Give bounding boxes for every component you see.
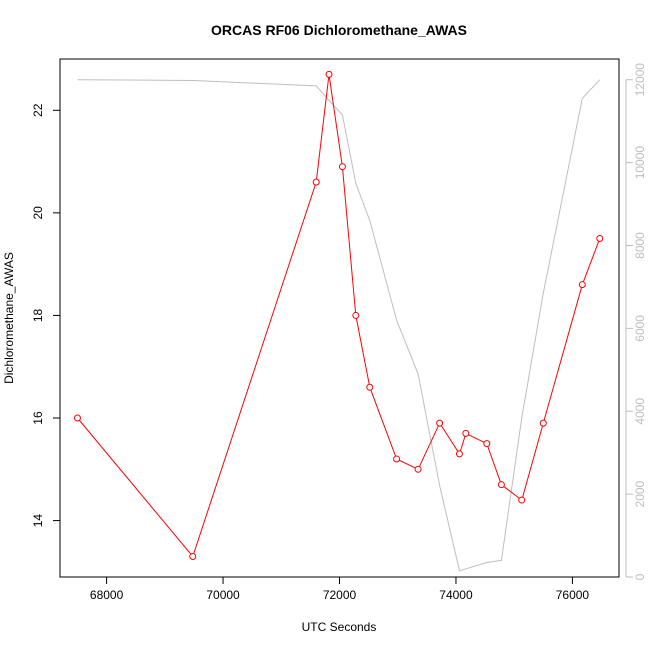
secondary-series-line: [77, 79, 601, 572]
plot-frame: [59, 58, 620, 578]
series-layer: [73, 70, 604, 572]
data-point: [352, 311, 360, 319]
data-point: [366, 383, 374, 391]
y-axis-label: Dichloromethane_AWAS: [2, 252, 16, 384]
data-point: [312, 178, 320, 186]
data-point: [497, 481, 505, 489]
y2-tick-label: 2000: [633, 480, 647, 507]
data-point: [325, 70, 333, 78]
y2-tick-label: 6000: [633, 315, 647, 342]
x-tick-label: 72000: [323, 588, 357, 602]
data-point: [578, 281, 586, 289]
data-point: [596, 235, 604, 243]
data-point: [189, 552, 197, 560]
data-point: [393, 455, 401, 463]
series-line: [77, 74, 601, 558]
data-point: [462, 429, 470, 437]
y2-tick-label: 12000: [633, 63, 647, 97]
data-point: [436, 419, 444, 427]
y-axis-right: 0 2000 4000 6000 8000 10000 12000: [625, 63, 647, 580]
x-tick-label: 76000: [556, 588, 590, 602]
x-tick-label: 74000: [439, 588, 473, 602]
y-axis-left: 14 16 18 20 22: [31, 103, 60, 527]
y2-tick-label: 4000: [633, 398, 647, 425]
y-tick-label: 14: [31, 514, 45, 528]
data-point: [338, 163, 346, 171]
x-tick-label: 70000: [206, 588, 240, 602]
x-axis: 68000 70000 72000 74000 76000: [90, 577, 590, 602]
y2-tick-label: 10000: [633, 146, 647, 180]
data-point: [539, 419, 547, 427]
y-tick-label: 20: [31, 206, 45, 220]
y-tick-label: 22: [31, 103, 45, 117]
y-tick-label: 18: [31, 308, 45, 322]
y-tick-label: 16: [31, 411, 45, 425]
y2-tick-label: 8000: [633, 232, 647, 259]
data-point: [73, 414, 81, 422]
data-point: [455, 450, 463, 458]
chart-title: ORCAS RF06 Dichloromethane_AWAS: [211, 22, 467, 38]
data-point: [483, 440, 491, 448]
x-tick-label: 68000: [90, 588, 124, 602]
y2-tick-label: 0: [633, 573, 647, 580]
x-axis-label: UTC Seconds: [302, 620, 377, 634]
data-point: [414, 465, 422, 473]
data-point: [518, 496, 526, 504]
